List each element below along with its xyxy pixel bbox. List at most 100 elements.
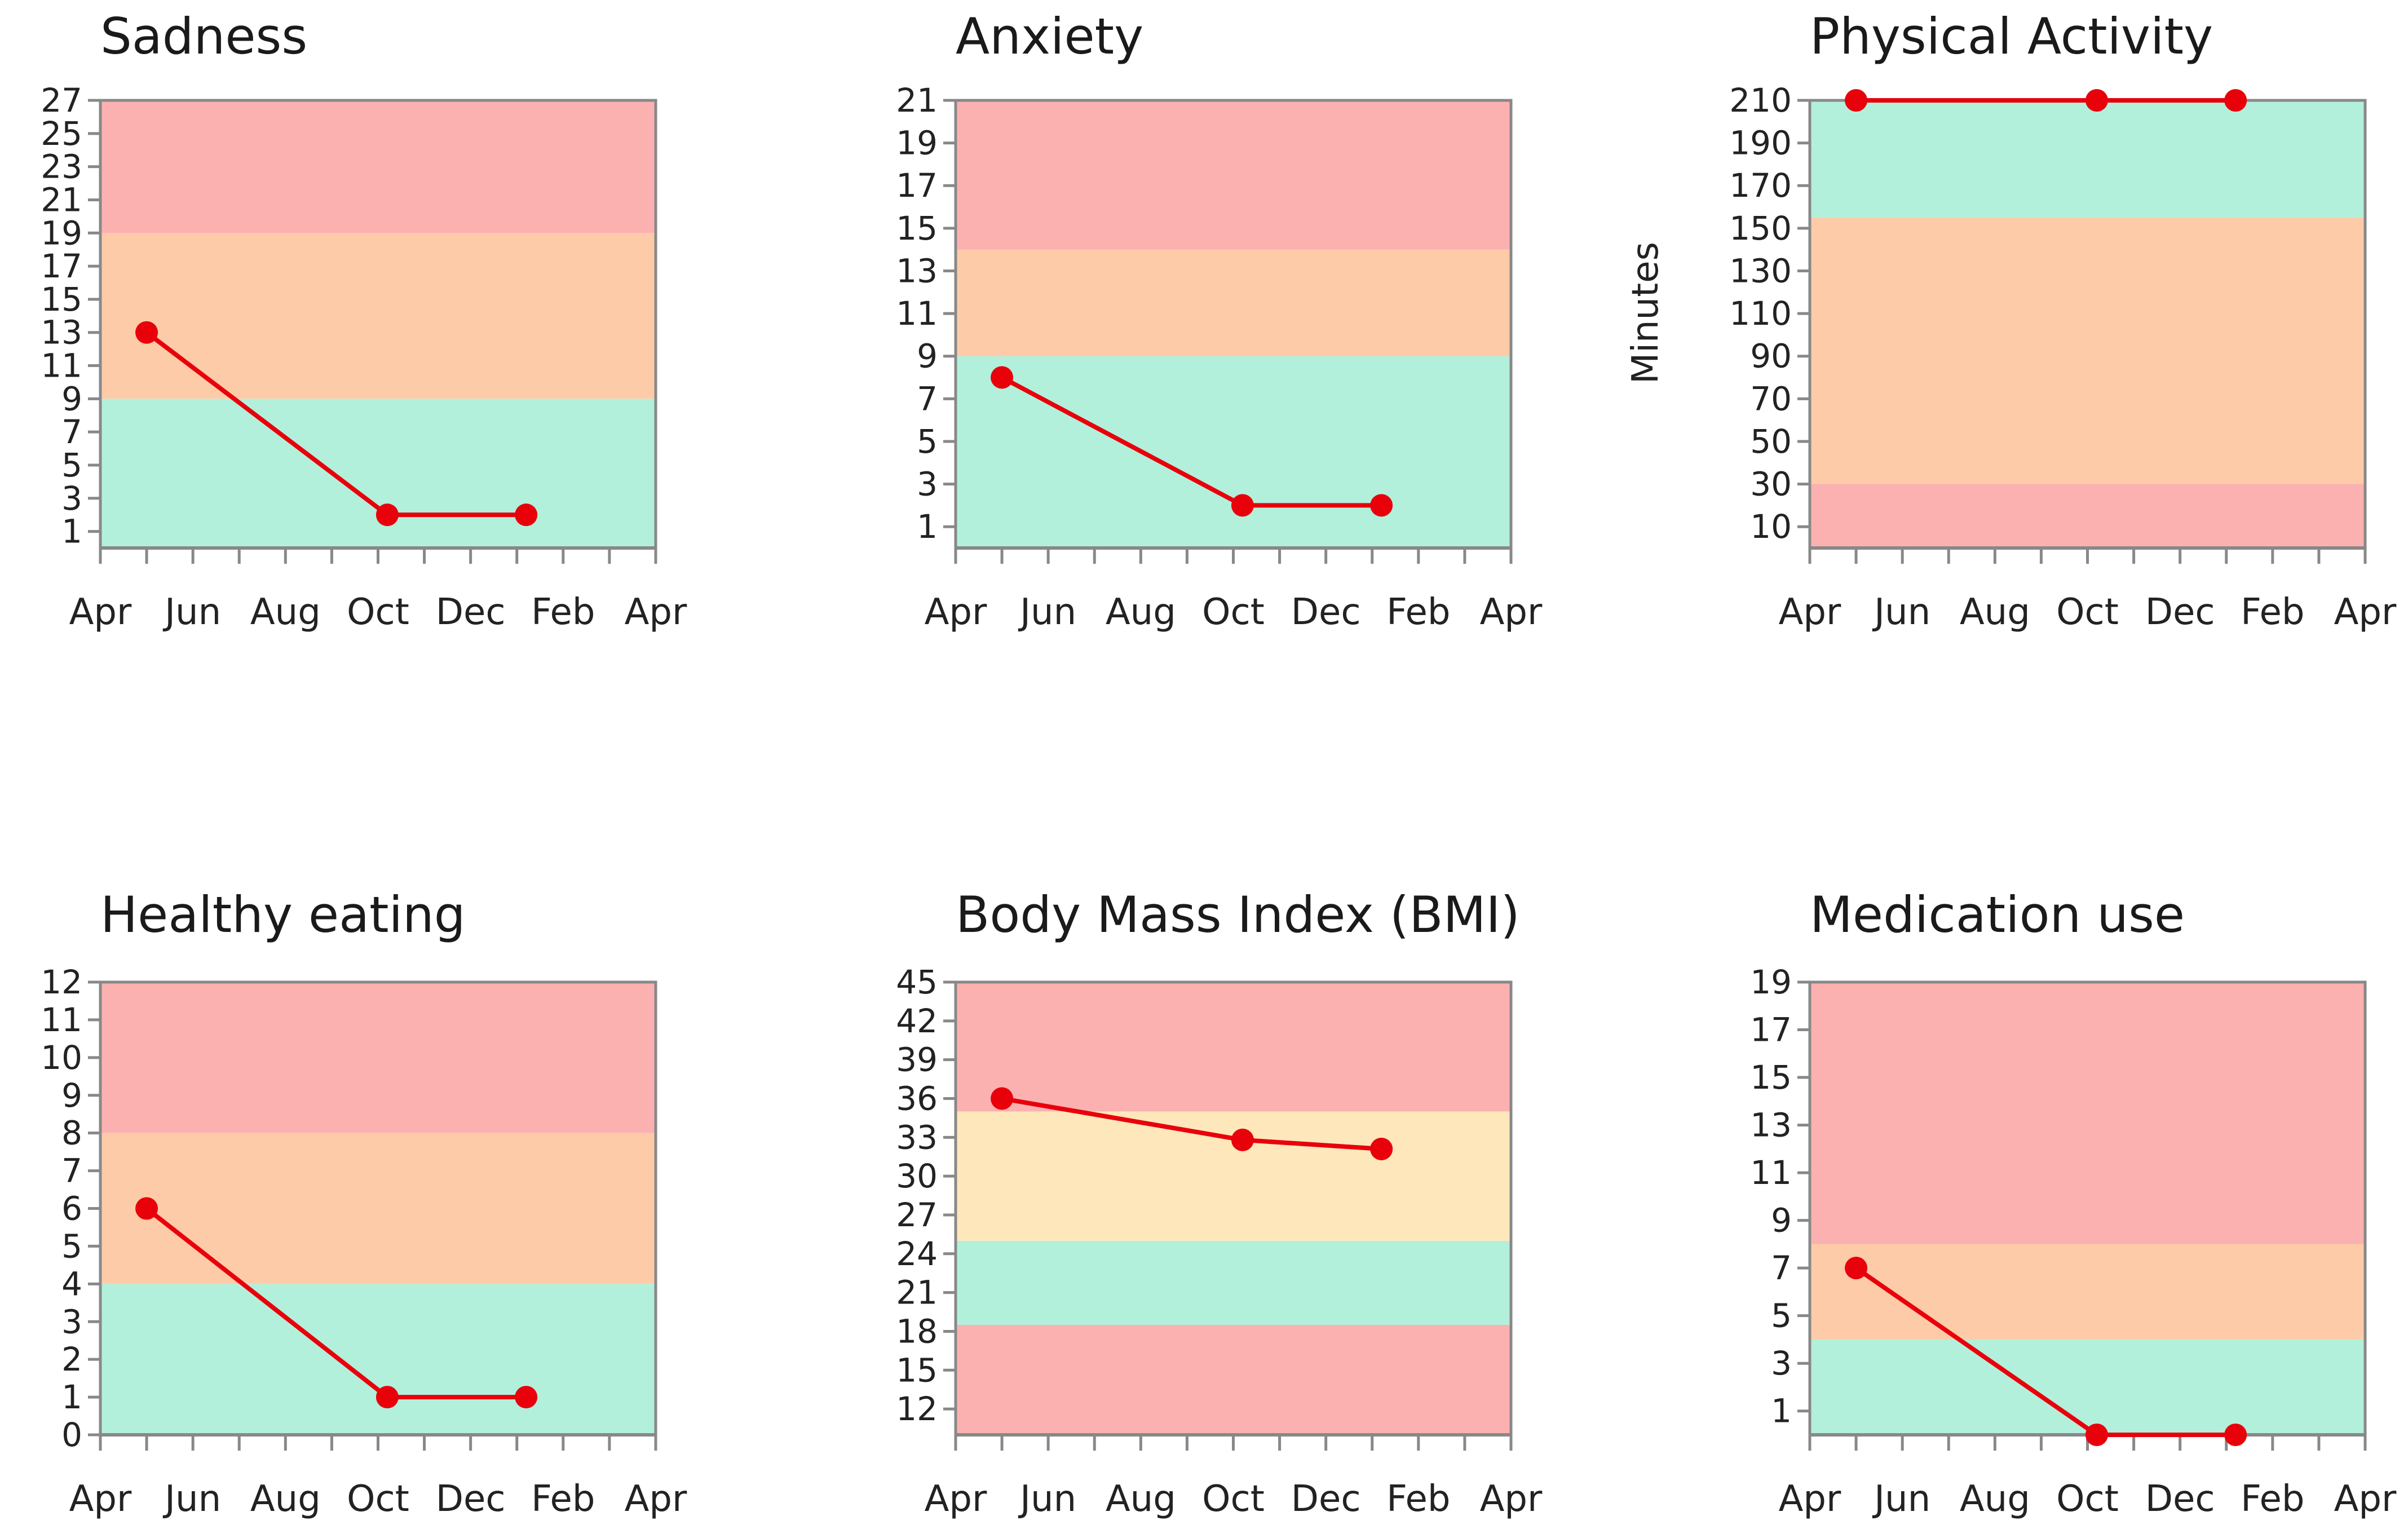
y-tick-label: 1 (1771, 1392, 1792, 1430)
chart-title: Healthy eating (100, 886, 466, 944)
y-tick-label: 7 (61, 1152, 82, 1190)
zone-band-orange (100, 233, 656, 399)
x-tick-label: Apr (1779, 1478, 1841, 1520)
data-point (2085, 89, 2108, 112)
chart-panel-1: Apr Jun Aug Oct Dec Feb Apr13579111315171921An… (896, 7, 1543, 633)
x-tick-label: Oct (1202, 591, 1265, 633)
x-tick-label: Jun (1872, 591, 1930, 633)
x-tick-label: Feb (531, 1478, 595, 1520)
y-tick-label: 130 (1729, 251, 1792, 290)
chart-panel-3: Apr Jun Aug Oct Dec Feb Apr0123456789101112Hea… (41, 886, 687, 1520)
chart-panel-0: Apr Jun Aug Oct Dec Feb Apr1357911131517192123… (41, 7, 687, 633)
data-point (515, 1386, 538, 1409)
x-tick-label: Feb (531, 591, 595, 633)
y-tick-label: 3 (917, 465, 938, 503)
y-tick-label: 13 (41, 313, 82, 352)
y-tick-label: 19 (1750, 963, 1792, 1001)
zone-band-red (956, 100, 1511, 250)
y-tick-label: 150 (1729, 209, 1792, 248)
y-tick-label: 11 (896, 294, 938, 333)
y-tick-label: 5 (61, 1227, 82, 1265)
zone-band-red (1810, 484, 2365, 548)
zone-band-green (1810, 100, 2365, 218)
y-tick-label: 15 (896, 209, 938, 248)
data-point (375, 1386, 399, 1409)
y-tick-label: 90 (1750, 337, 1792, 375)
y-tick-label: 21 (896, 81, 938, 120)
y-tick-label: 9 (61, 379, 82, 418)
y-tick-label: 36 (896, 1079, 938, 1117)
x-tick-label: Dec (436, 591, 506, 633)
data-point (1370, 1137, 1393, 1160)
y-tick-label: 21 (896, 1274, 938, 1312)
zone-band-orange (956, 249, 1511, 356)
y-tick-label: 7 (917, 379, 938, 418)
x-tick-label: Feb (2241, 1478, 2304, 1520)
y-tick-label: 4 (61, 1265, 82, 1303)
data-point (135, 1197, 158, 1220)
x-tick-label: Aug (250, 1478, 321, 1520)
x-tick-label: Dec (1291, 1478, 1361, 1520)
x-tick-label: Apr (1480, 1478, 1543, 1520)
y-tick-label: 8 (61, 1114, 82, 1152)
y-tick-label: 15 (896, 1351, 938, 1389)
x-tick-label: Dec (2145, 1478, 2215, 1520)
y-tick-label: 17 (896, 166, 938, 205)
x-tick-label: Jun (1018, 591, 1076, 633)
y-tick-label: 3 (61, 1302, 82, 1341)
y-tick-label: 1 (61, 1378, 82, 1416)
x-tick-label: Feb (1386, 1478, 1450, 1520)
zone-band-red (956, 1324, 1511, 1435)
data-point (1845, 1257, 1868, 1280)
y-tick-label: 27 (896, 1196, 938, 1234)
y-tick-label: 5 (61, 446, 82, 484)
x-tick-label: Jun (162, 591, 221, 633)
y-tick-label: 18 (896, 1312, 938, 1350)
chart-title: Anxiety (956, 7, 1143, 65)
y-tick-label: 13 (1750, 1106, 1792, 1144)
y-tick-label: 11 (1750, 1154, 1792, 1192)
x-tick-label: Apr (69, 1478, 132, 1520)
y-tick-label: 12 (896, 1390, 938, 1428)
data-point (1231, 1128, 1254, 1151)
y-tick-label: 2 (61, 1340, 82, 1378)
data-point (2224, 89, 2247, 112)
x-tick-label: Oct (2056, 591, 2119, 633)
y-tick-label: 11 (41, 1001, 82, 1039)
y-tick-label: 19 (41, 214, 82, 252)
y-tick-label: 10 (41, 1038, 82, 1077)
y-tick-label: 17 (1750, 1011, 1792, 1049)
data-point (991, 1087, 1014, 1110)
y-tick-label: 70 (1750, 379, 1792, 418)
x-tick-label: Feb (1386, 591, 1450, 633)
zone-band-green (956, 1240, 1511, 1325)
y-tick-label: 30 (1750, 465, 1792, 503)
x-tick-label: Apr (625, 591, 687, 633)
x-tick-label: Feb (2241, 591, 2304, 633)
y-tick-label: 42 (896, 1002, 938, 1040)
y-tick-label: 23 (41, 148, 82, 186)
x-tick-label: Apr (925, 1478, 987, 1520)
data-point (991, 366, 1014, 389)
zone-band-red (1810, 982, 2365, 1244)
chart-panel-4: Apr Jun Aug Oct Dec Feb Apr 1215182124273033363… (896, 886, 1543, 1520)
x-tick-label: Dec (436, 1478, 506, 1520)
y-tick-label: 170 (1729, 166, 1792, 205)
zone-band-green (100, 1284, 656, 1435)
x-tick-label: Apr (69, 591, 132, 633)
data-point (135, 321, 158, 344)
y-tick-label: 30 (896, 1157, 938, 1195)
x-tick-label: Aug (1960, 591, 2030, 633)
x-tick-label: Apr (2334, 591, 2397, 633)
x-tick-label: Oct (347, 1478, 409, 1520)
y-tick-label: 9 (917, 337, 938, 375)
chart-title: Physical Activity (1810, 7, 2213, 65)
zone-band-green (1810, 1339, 2365, 1435)
y-tick-label: 7 (61, 413, 82, 451)
zone-band-red (956, 982, 1511, 1112)
zone-band-red (100, 982, 656, 1133)
y-tick-label: 110 (1729, 294, 1792, 333)
y-tick-label: 210 (1729, 81, 1792, 120)
x-tick-label: Jun (162, 1478, 221, 1520)
